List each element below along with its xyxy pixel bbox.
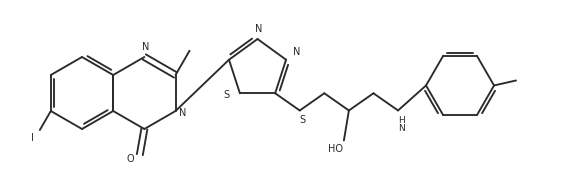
Text: I: I (32, 133, 34, 143)
Text: S: S (224, 90, 230, 100)
Text: O: O (126, 154, 134, 164)
Text: N: N (255, 24, 262, 34)
Text: N: N (142, 42, 149, 52)
Text: N: N (293, 47, 301, 57)
Text: S: S (299, 115, 306, 125)
Text: H: H (398, 116, 405, 125)
Text: N: N (398, 124, 405, 133)
Text: HO: HO (328, 144, 344, 154)
Text: N: N (179, 108, 186, 118)
